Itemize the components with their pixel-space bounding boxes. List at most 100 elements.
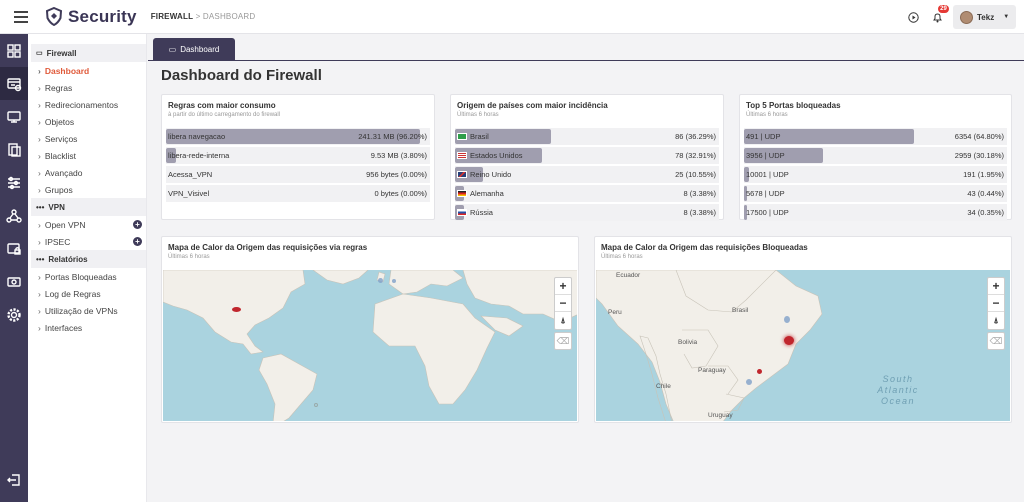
erase-button[interactable]: ⌫ (987, 332, 1005, 350)
row-name: 5678 | UDP (746, 189, 785, 198)
rail-gear-icon[interactable] (0, 298, 28, 331)
sidebar-item-openvpn[interactable]: Open VPN + (28, 216, 146, 233)
map-label-paraguay: Paraguay (698, 367, 726, 374)
card-title: Origem de países com maior incidência (457, 101, 608, 110)
row-name: 17500 | UDP (746, 208, 789, 217)
card-title: Regras com maior consumo (168, 101, 276, 110)
icon-rail (0, 34, 28, 502)
zoom-out-button[interactable]: − (988, 295, 1004, 312)
card-subtitle: Últimas 6 horas (168, 254, 210, 260)
play-icon[interactable] (905, 9, 921, 25)
row-label: libera-rede-interna (168, 151, 229, 160)
sidebar-item-objetos[interactable]: Objetos (28, 113, 146, 130)
notification-badge: 29 (938, 5, 949, 13)
row-label: 10001 | UDP (746, 170, 789, 179)
table-row: libera-rede-interna 9.53 MB (3.80%) (166, 147, 430, 164)
world-map-shapes (163, 270, 577, 421)
rail-lock-icon[interactable] (0, 232, 28, 265)
breadcrumb: FIREWALL > DASHBOARD (151, 12, 256, 21)
table-row: VPN_Visivel 0 bytes (0.00%) (166, 185, 430, 202)
heat-spot-europe (392, 279, 396, 283)
sidebar-item-blacklist[interactable]: Blacklist (28, 147, 146, 164)
row-value: 34 (0.35%) (967, 208, 1004, 217)
sidebar-item-dashboard[interactable]: Dashboard (28, 62, 146, 79)
usage-bar (455, 167, 483, 182)
reset-north-button[interactable]: ⍋ (993, 315, 999, 325)
zoom-in-button[interactable]: + (555, 278, 571, 295)
rail-network-icon[interactable] (0, 100, 28, 133)
sidebar-item-avancado[interactable]: Avançado (28, 164, 146, 181)
add-openvpn-icon[interactable]: + (133, 220, 142, 229)
zoom-in-button[interactable]: + (988, 278, 1004, 295)
card-map-blocked: Mapa de Calor da Origem das requisições … (594, 236, 1012, 423)
reset-north-button[interactable]: ⍋ (560, 315, 566, 325)
logout-icon[interactable] (0, 463, 28, 496)
sidebar-item-redirecionamentos[interactable]: Redirecionamentos (28, 96, 146, 113)
world-heatmap[interactable]: + − ⍋ ⌫ (163, 270, 577, 421)
row-name: Acessa_VPN (168, 170, 213, 179)
erase-button[interactable]: ⌫ (554, 332, 572, 350)
app-logo[interactable]: Security (45, 7, 137, 27)
map-label-brasil: Brasil (732, 307, 749, 314)
rail-documents-icon[interactable] (0, 133, 28, 166)
ocean-label-line: South (882, 374, 914, 384)
notification-bell-icon[interactable]: 29 (929, 5, 949, 25)
user-menu[interactable]: Tekz ▼ (953, 5, 1016, 29)
card-title: Top 5 Portas bloqueadas (746, 101, 841, 110)
row-label: Reino Unido (457, 170, 511, 179)
dots-icon: ••• (36, 202, 45, 212)
sidebar-item-utilizacao-vpns[interactable]: Utilização de VPNs (28, 302, 146, 319)
row-name: libera navegacao (168, 132, 226, 141)
heat-spot-northeast (784, 316, 790, 323)
row-value: 6354 (64.80%) (954, 132, 1004, 141)
main-content: ▭ Dashboard Dashboard do Firewall Regras … (148, 34, 1024, 502)
rail-card-icon[interactable] (0, 265, 28, 298)
card-rules: Regras com maior consumo à partir do últ… (161, 94, 435, 220)
ports-list: 491 | UDP 6354 (64.80%) 3956 | UDP 2959 (30… (744, 128, 1007, 223)
row-name: VPN_Visivel (168, 189, 210, 198)
row-label: Estados Unidos (457, 151, 523, 160)
menu-icon[interactable] (14, 10, 28, 23)
breadcrumb-section[interactable]: FIREWALL (150, 12, 194, 21)
countries-list: Brasil 86 (36.29%) Estados Unidos 78 (32.91… (455, 128, 719, 223)
map-label-peru: Peru (608, 309, 622, 316)
add-ipsec-icon[interactable]: + (133, 237, 142, 246)
sidebar-item-servicos[interactable]: Serviços (28, 130, 146, 147)
map-label-bolivia: Bolivia (678, 339, 698, 346)
sidebar-item-ipsec[interactable]: IPSEC + (28, 233, 146, 250)
sidebar-section-relatorios[interactable]: ••• Relatórios (31, 250, 146, 268)
rail-sliders-icon[interactable] (0, 166, 28, 199)
sidebar-section-firewall[interactable]: ▭ Firewall (31, 44, 146, 62)
heat-spot-florianopolis (757, 369, 762, 374)
sidebar-item-interfaces[interactable]: Interfaces (28, 319, 146, 336)
row-name: Rússia (470, 208, 493, 217)
heat-spot-usa (232, 307, 241, 312)
card-subtitle: Últimas 6 horas (601, 254, 643, 260)
south-america-heatmap[interactable]: Ecuador Brasil Peru Bolivia Paraguay Chi… (596, 270, 1010, 421)
heat-spot-rio (784, 336, 794, 345)
sidebar-section-vpn[interactable]: ••• VPN (31, 198, 146, 216)
rail-firewall-icon[interactable] (0, 67, 28, 100)
sidebar-item-grupos[interactable]: Grupos (28, 181, 146, 198)
table-row: Rússia 8 (3.38%) (455, 204, 719, 221)
rail-dashboard-icon[interactable] (0, 34, 28, 67)
row-label: libera navegacao (168, 132, 225, 141)
row-value: 2959 (30.18%) (954, 151, 1004, 160)
rail-topology-icon[interactable] (0, 199, 28, 232)
sidebar-item-log-de-regras[interactable]: Log de Regras (28, 285, 146, 302)
row-name: Estados Unidos (470, 151, 523, 160)
row-label: 491 | UDP (746, 132, 780, 141)
card-ports: Top 5 Portas bloqueadas Últimas 6 horas … (739, 94, 1012, 223)
row-name: Alemanha (470, 189, 504, 198)
tab-dashboard[interactable]: ▭ Dashboard (153, 38, 235, 60)
tab-label: Dashboard (180, 44, 220, 54)
sidebar-item-portas-bloqueadas[interactable]: Portas Bloqueadas (28, 268, 146, 285)
table-row: 17500 | UDP 34 (0.35%) (744, 204, 1007, 221)
row-value: 86 (36.29%) (675, 132, 716, 141)
table-row: 10001 | UDP 191 (1.95%) (744, 166, 1007, 183)
sidebar-item-regras[interactable]: Regras (28, 79, 146, 96)
row-value: 956 bytes (0.00%) (366, 170, 427, 179)
flag-br-icon (457, 133, 467, 140)
table-row: Acessa_VPN 956 bytes (0.00%) (166, 166, 430, 183)
zoom-out-button[interactable]: − (555, 295, 571, 312)
